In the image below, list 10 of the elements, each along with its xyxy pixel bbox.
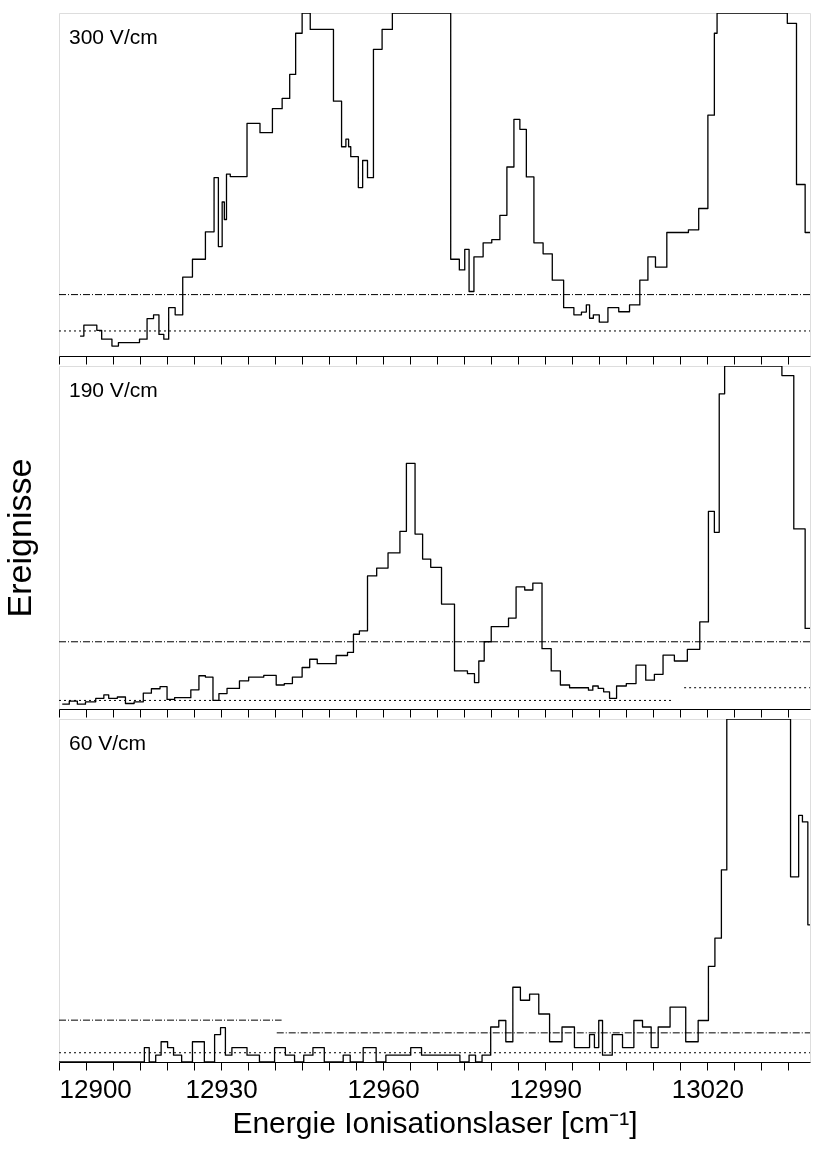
y-axis-title: Ereignisse (0, 458, 38, 618)
text: 60 V/cm (69, 731, 147, 754)
x-tick-label: 12900 (59, 1073, 132, 1104)
x-tick-label: 12930 (185, 1073, 258, 1104)
text: 300 V/cm (69, 25, 158, 48)
x-axis-title: Energie Ionisationslaser [cm⁻¹] (232, 1105, 638, 1139)
x-tick-label: 12960 (347, 1073, 420, 1104)
x-tick-label: 12990 (509, 1073, 582, 1104)
x-tick-label: 13020 (671, 1073, 744, 1104)
text: 190 V/cm (69, 378, 158, 401)
